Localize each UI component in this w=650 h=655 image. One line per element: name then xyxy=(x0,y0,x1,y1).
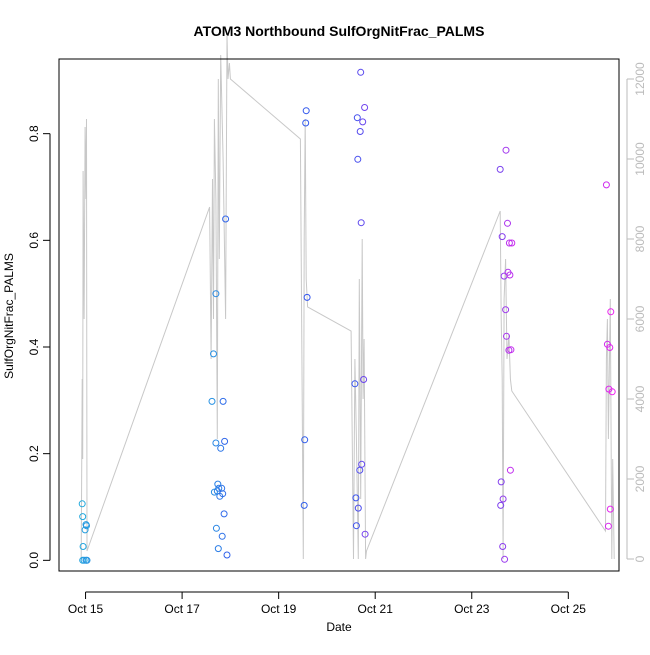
y2-tick-label: 10000 xyxy=(633,142,647,176)
data-point xyxy=(360,376,368,383)
data-point xyxy=(212,290,220,298)
data-point xyxy=(351,380,359,388)
data-point xyxy=(497,501,505,509)
plot-frame xyxy=(58,58,620,572)
data-point xyxy=(606,505,614,513)
data-point xyxy=(501,555,509,563)
data-point xyxy=(78,500,86,508)
data-point xyxy=(356,128,364,135)
data-point xyxy=(219,490,227,498)
data-point xyxy=(506,271,514,279)
data-point xyxy=(208,397,216,405)
y-tick-label: 0.8 xyxy=(27,125,41,142)
data-point xyxy=(300,501,308,509)
data-point xyxy=(505,239,513,247)
data-point xyxy=(499,495,507,503)
data-point xyxy=(79,513,87,521)
x-tick-label: Oct 23 xyxy=(454,602,490,616)
data-point xyxy=(214,480,222,488)
data-point xyxy=(508,239,516,247)
x-tick-label: Oct 17 xyxy=(164,602,200,616)
data-point xyxy=(215,484,223,492)
data-point xyxy=(83,522,90,530)
data-point xyxy=(497,478,505,486)
data-point xyxy=(608,388,616,396)
data-point xyxy=(498,233,506,241)
data-point xyxy=(602,181,610,189)
data-point xyxy=(502,146,510,154)
data-point xyxy=(354,504,362,512)
data-point xyxy=(81,526,89,534)
data-point xyxy=(212,524,220,532)
y2-tick-label: 12000 xyxy=(633,62,647,96)
data-point xyxy=(214,545,222,553)
data-point xyxy=(507,346,515,354)
data-point xyxy=(222,215,230,223)
y2-tick-label: 8000 xyxy=(633,225,647,252)
data-point xyxy=(357,68,365,76)
data-point xyxy=(352,494,360,502)
data-point xyxy=(301,436,309,444)
data-point xyxy=(506,466,514,474)
data-point xyxy=(361,530,369,538)
y2-tick-label: 0 xyxy=(633,555,647,562)
y2-tick-label: 2000 xyxy=(633,465,647,492)
data-point xyxy=(212,439,220,447)
data-point xyxy=(496,165,504,173)
data-point xyxy=(210,350,217,358)
x-axis-label: Date xyxy=(326,620,352,634)
data-point xyxy=(353,114,361,122)
y-axis-label: SulfOrgNitFrac_PALMS xyxy=(2,253,16,379)
y-tick-label: 0.2 xyxy=(27,445,41,462)
x-tick-label: Oct 15 xyxy=(68,602,104,616)
data-point xyxy=(79,543,87,550)
chart-title: ATOM3 Northbound SulfOrgNitFrac_PALMS xyxy=(194,23,485,39)
y-tick-label: 0.0 xyxy=(27,552,41,569)
data-point xyxy=(220,510,228,518)
x-tick-label: Oct 21 xyxy=(358,602,394,616)
axes-layer: Oct 15 Oct 17 Oct 19 Oct 21 Oct 23 Oct 25 0.0 0… xyxy=(27,62,647,616)
data-points-layer xyxy=(78,68,616,564)
data-point xyxy=(223,551,231,559)
data-point xyxy=(357,219,365,227)
data-point xyxy=(302,119,310,127)
data-point xyxy=(354,155,362,163)
data-point xyxy=(218,532,226,540)
y2-tick-label: 4000 xyxy=(633,385,647,412)
data-point xyxy=(302,107,310,115)
data-point xyxy=(361,104,369,111)
data-point xyxy=(80,556,88,564)
data-point xyxy=(303,293,311,301)
data-point xyxy=(503,332,510,340)
y2-tick-label: 6000 xyxy=(633,305,647,332)
data-point xyxy=(607,308,615,316)
data-point xyxy=(502,306,510,314)
data-point xyxy=(499,543,507,550)
data-point xyxy=(359,118,367,126)
data-point xyxy=(219,397,227,405)
data-point xyxy=(352,522,360,530)
data-point xyxy=(217,444,225,452)
data-point xyxy=(358,460,366,468)
y-tick-label: 0.4 xyxy=(27,338,41,355)
x-tick-label: Oct 19 xyxy=(261,602,297,616)
data-point xyxy=(606,344,614,351)
data-point xyxy=(604,522,612,530)
x-tick-label: Oct 25 xyxy=(551,602,587,616)
y-tick-label: 0.6 xyxy=(27,232,41,249)
data-point xyxy=(82,556,90,564)
data-point xyxy=(221,437,229,445)
data-point xyxy=(504,219,511,227)
